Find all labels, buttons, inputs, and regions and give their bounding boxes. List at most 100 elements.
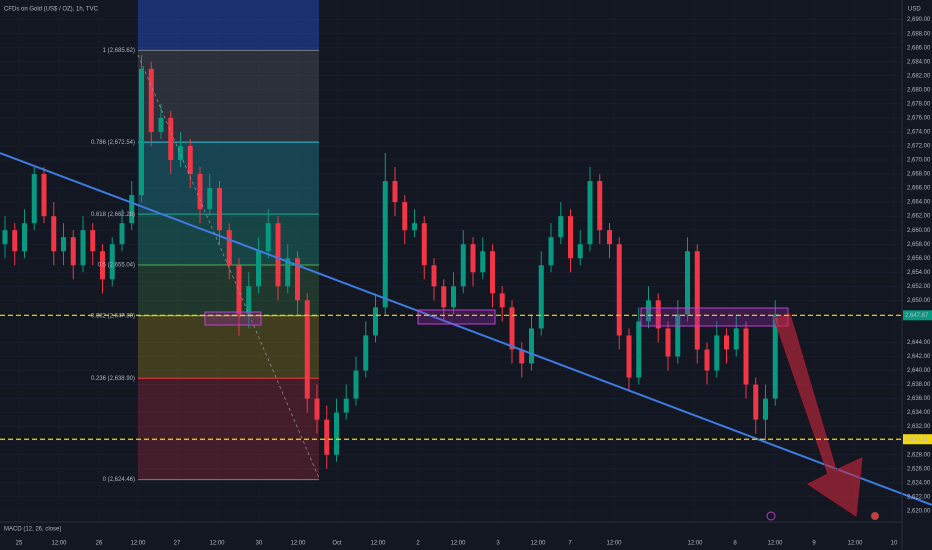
price-label: 2,647.87 <box>905 313 929 319</box>
candle-body <box>704 349 710 371</box>
y-tick-label: 2,644.00 <box>907 340 931 346</box>
x-tick-label: 12:00 <box>209 541 225 547</box>
x-tick-label: 27 <box>174 541 181 547</box>
candle-body <box>607 230 612 245</box>
y-tick-label: 2,656.00 <box>907 256 931 262</box>
y-tick-label: 2,658.00 <box>907 242 931 248</box>
y-tick-label: 2,674.00 <box>907 130 931 136</box>
fib-extension <box>138 0 319 51</box>
candle-body <box>353 370 359 399</box>
y-tick-label: 2,636.00 <box>907 396 931 402</box>
zone-box <box>640 307 789 327</box>
fib-label: 0.236 (2,638.90) <box>91 376 135 382</box>
fib-band <box>138 264 319 316</box>
price-label-bg <box>903 434 932 445</box>
candle-body <box>90 230 96 252</box>
candle-body <box>772 314 778 399</box>
y-tick-label: 2,672.00 <box>907 144 931 150</box>
fib-band <box>138 142 319 215</box>
candle-body <box>402 202 408 231</box>
chart-title: CFDs on Gold (US$ / OZ), 1h, TVC <box>4 7 99 13</box>
candle-body <box>694 251 700 350</box>
candle-body <box>460 244 466 287</box>
candle-body <box>187 145 193 175</box>
y-tick-label: 2,664.00 <box>907 200 931 206</box>
candle-body <box>324 419 330 455</box>
candle-body <box>207 188 213 210</box>
y-tick-label: 2,690.00 <box>907 17 931 23</box>
y-tick-label: 2,624.00 <box>907 480 931 486</box>
y-tick-label: 2,638.00 <box>907 382 931 388</box>
candle-body <box>343 398 349 413</box>
candle-body <box>246 286 252 315</box>
candle-body <box>373 307 378 336</box>
y-tick-label: 2,666.00 <box>907 186 931 192</box>
x-tick-label: 26 <box>96 541 103 547</box>
candle-body <box>217 188 222 231</box>
x-tick-label: 12:00 <box>370 541 386 547</box>
x-tick-label: 30 <box>256 541 263 547</box>
candle-body <box>636 321 642 378</box>
candle-body <box>733 328 739 350</box>
x-tick-label: 9 <box>812 541 816 547</box>
x-tick-label: 12:00 <box>130 541 146 547</box>
fib-label: 1 (2,685.62) <box>103 48 135 54</box>
currency: USD <box>908 7 921 13</box>
event-icon[interactable] <box>871 512 879 520</box>
candle-body <box>80 230 86 266</box>
candle-body <box>51 216 57 252</box>
fib-label: 0.382 (2,647.80) <box>91 313 135 319</box>
candle-body <box>577 244 583 259</box>
y-tick-label: 2,668.00 <box>907 172 931 178</box>
x-tick-label: 12:00 <box>687 541 703 547</box>
event-icon[interactable] <box>766 511 776 521</box>
candle-body <box>22 223 27 252</box>
y-tick-label: 2,684.00 <box>907 59 931 65</box>
x-tick-label: 3 <box>496 541 500 547</box>
y-tick-label: 2,662.00 <box>907 214 931 220</box>
candle-body <box>70 237 76 266</box>
x-tick-label: 8 <box>733 541 737 547</box>
candle-body <box>178 145 183 160</box>
x-tick-label: 12:00 <box>767 541 783 547</box>
y-tick-label: 2,670.00 <box>907 158 931 164</box>
x-tick-label: 2 <box>416 541 420 547</box>
candle-body <box>490 251 495 294</box>
candle-body <box>295 258 300 301</box>
candle-body <box>675 314 681 357</box>
candle-body <box>304 300 310 399</box>
fib-band <box>138 50 319 143</box>
candle-body <box>12 230 18 252</box>
candle-body <box>763 398 768 420</box>
candle-body <box>197 174 203 210</box>
price-label-bg <box>903 310 932 321</box>
x-tick-label: 12:00 <box>51 541 67 547</box>
candle-body <box>382 181 388 308</box>
candle-body <box>529 328 534 364</box>
candle-body <box>548 237 554 266</box>
y-tick-label: 2,660.00 <box>907 228 931 234</box>
zone-box <box>204 311 262 326</box>
y-tick-label: 2,620.00 <box>907 508 931 514</box>
candle-body <box>558 216 564 238</box>
candle-body <box>31 174 37 224</box>
candle-body <box>2 230 8 245</box>
y-tick-label: 2,622.00 <box>907 494 931 500</box>
fib-band <box>138 378 319 480</box>
candle-body <box>743 328 749 385</box>
candle-body <box>275 223 281 287</box>
candle-body <box>451 286 456 308</box>
candle-body <box>334 412 339 455</box>
candle-body <box>168 117 174 160</box>
y-tick-label: 2,640.00 <box>907 368 931 374</box>
candle-body <box>139 68 144 196</box>
candle-body <box>655 300 661 329</box>
fib-label: 0.786 (2,672.54) <box>91 140 135 146</box>
fib-diagonal <box>137 54 320 479</box>
fib-label: 0 (2,624.46) <box>103 477 135 483</box>
candle-body <box>158 117 164 132</box>
candle-body <box>226 230 232 266</box>
candle-body <box>441 286 447 308</box>
candle-body <box>363 335 369 371</box>
